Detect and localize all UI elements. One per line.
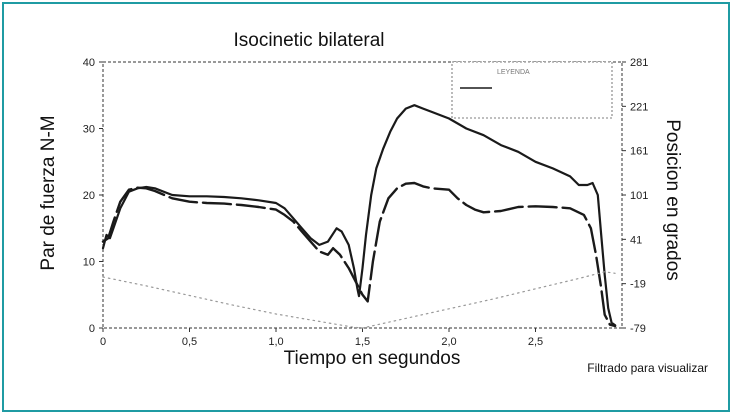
y-tick-label: 0 — [89, 323, 95, 335]
y-tick-label: 30 — [83, 124, 95, 136]
y-tick-label: 40 — [83, 57, 95, 69]
y2-tick-label: 41 — [630, 234, 642, 246]
y-axis-label: Par de fuerza N-M — [38, 115, 59, 270]
chart-title: Isocinetic bilateral — [233, 30, 384, 51]
x-tick-label: 0,5 — [182, 336, 197, 348]
x-axis-label: Tiempo en segundos — [284, 348, 461, 369]
x-tick-label: 1,0 — [268, 336, 283, 348]
series-line-dotted — [102, 271, 616, 329]
y2-tick-label: -19 — [630, 279, 646, 291]
y2-tick-label: -79 — [630, 323, 646, 335]
y2-tick-label: 281 — [630, 57, 648, 69]
y2-tick-label: 161 — [630, 146, 648, 158]
series-line-dashed — [101, 181, 617, 328]
y-tick-label: 10 — [83, 257, 95, 269]
x-tick-label: 2,0 — [441, 336, 456, 348]
x-tick-label: 1,5 — [355, 336, 370, 348]
y2-axis-label: Posicion en grados — [662, 119, 683, 281]
series-line-solid — [101, 104, 617, 327]
x-tick-label: 2,5 — [528, 336, 543, 348]
legend-box — [451, 61, 613, 119]
legend-title: LEYENDA — [497, 69, 530, 76]
x-tick-label: 0 — [100, 336, 106, 348]
y-tick-label: 20 — [83, 190, 95, 202]
legend: LEYENDA — [451, 61, 613, 119]
y2-tick-label: 221 — [630, 101, 648, 113]
y2-tick-label: 101 — [630, 190, 648, 202]
filter-note: Filtrado para visualizar — [587, 361, 708, 375]
